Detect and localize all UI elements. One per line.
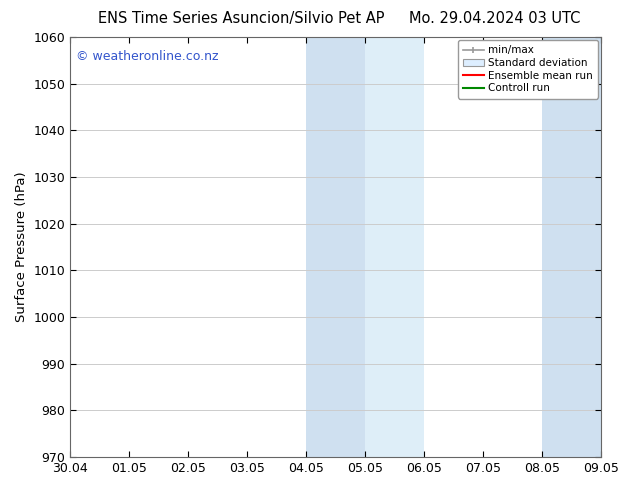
Text: © weatheronline.co.nz: © weatheronline.co.nz <box>75 50 218 63</box>
Bar <box>601 37 631 457</box>
Bar <box>542 37 601 457</box>
Bar <box>306 37 365 457</box>
Y-axis label: Surface Pressure (hPa): Surface Pressure (hPa) <box>15 172 28 322</box>
Bar <box>365 37 424 457</box>
Text: ENS Time Series Asuncion/Silvio Pet AP: ENS Time Series Asuncion/Silvio Pet AP <box>98 11 384 26</box>
Legend: min/max, Standard deviation, Ensemble mean run, Controll run: min/max, Standard deviation, Ensemble me… <box>458 40 598 98</box>
Text: Mo. 29.04.2024 03 UTC: Mo. 29.04.2024 03 UTC <box>409 11 580 26</box>
